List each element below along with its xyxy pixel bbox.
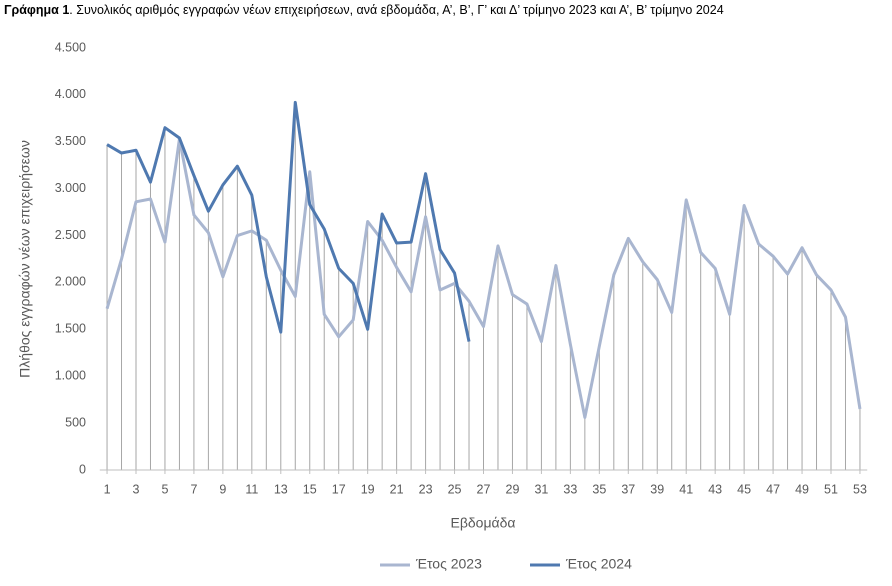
x-tick-label: 37 — [621, 482, 635, 496]
legend-label: Έτος 2024 — [565, 556, 632, 572]
x-tick-label: 9 — [219, 482, 226, 496]
x-tick-label: 41 — [679, 482, 693, 496]
x-tick-label: 25 — [448, 482, 462, 496]
x-tick-label: 23 — [419, 482, 433, 496]
x-tick-label: 43 — [708, 482, 722, 496]
title-text: . Συνολικός αριθμός εγγραφών νέων επιχει… — [69, 3, 723, 17]
y-tick-label: 3.500 — [55, 134, 86, 148]
legend-label: Έτος 2023 — [415, 556, 482, 572]
y-tick-label: 500 — [65, 415, 86, 429]
y-axis-label: Πλήθος εγγραφών νέων επιχειρήσεων — [17, 140, 33, 378]
x-tick-label: 21 — [390, 482, 404, 496]
x-tick-label: 19 — [361, 482, 375, 496]
x-tick-label: 29 — [506, 482, 520, 496]
y-tick-label: 2.500 — [55, 228, 86, 242]
x-tick-label: 45 — [737, 482, 751, 496]
title-label: Γράφημα 1 — [4, 3, 69, 17]
x-tick-label: 5 — [161, 482, 168, 496]
x-tick-label: 31 — [534, 482, 548, 496]
x-tick-label: 1 — [104, 482, 111, 496]
x-tick-label: 51 — [824, 482, 838, 496]
x-axis-label: Εβδομάδα — [450, 515, 515, 531]
y-tick-label: 4.500 — [55, 40, 86, 54]
chart-title: Γράφημα 1. Συνολικός αριθμός εγγραφών νέ… — [4, 3, 724, 17]
y-tick-label: 0 — [79, 462, 86, 476]
y-tick-label: 3.000 — [55, 181, 86, 195]
x-tick-label: 13 — [274, 482, 288, 496]
series-line — [106, 100, 471, 342]
x-tick-label: 15 — [303, 482, 317, 496]
x-tick-label: 17 — [332, 482, 346, 496]
series-line — [105, 137, 862, 419]
y-tick-label: 4.000 — [55, 87, 86, 101]
x-tick-label: 3 — [133, 482, 140, 496]
y-tick-label: 1.000 — [55, 369, 86, 383]
y-tick-label: 2.000 — [55, 275, 86, 289]
x-tick-label: 49 — [795, 482, 809, 496]
x-tick-label: 53 — [853, 482, 867, 496]
x-tick-label: 33 — [563, 482, 577, 496]
x-tick-label: 27 — [477, 482, 491, 496]
x-tick-label: 47 — [766, 482, 780, 496]
y-tick-label: 1.500 — [55, 322, 86, 336]
x-tick-label: 7 — [190, 482, 197, 496]
x-tick-label: 35 — [592, 482, 606, 496]
x-tick-label: 11 — [245, 482, 258, 496]
x-tick-label: 39 — [650, 482, 664, 496]
